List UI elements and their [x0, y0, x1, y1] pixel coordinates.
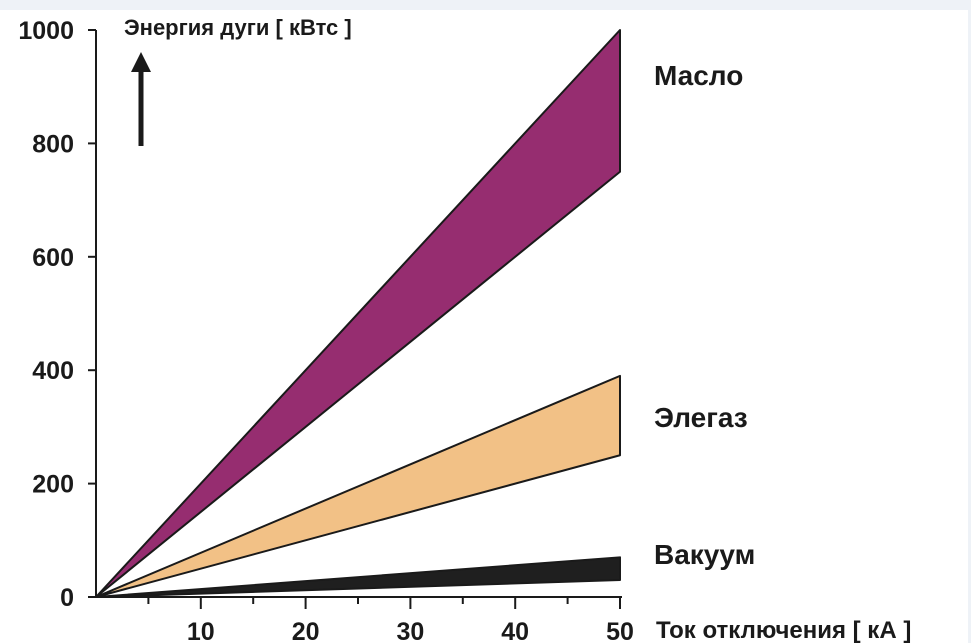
- right-border-strip: [968, 0, 971, 643]
- x-ticks-layer: 10 20 30 40 50: [147, 597, 634, 643]
- series-label-oil: Масло: [654, 60, 743, 91]
- series-label-vacuum: Вакуум: [654, 539, 755, 570]
- x-tick-label: 40: [501, 618, 529, 643]
- band-0: [95, 29, 621, 598]
- y-tick-label: 0: [60, 584, 74, 612]
- y-axis-arrow-icon: [131, 52, 151, 146]
- bands-layer: [95, 29, 621, 598]
- y-tick-label: 600: [32, 244, 74, 272]
- y-tick-label: 1000: [18, 17, 74, 45]
- x-tick-label: 30: [396, 618, 424, 643]
- x-tick-label: 20: [292, 618, 320, 643]
- x-tick-label: 50: [606, 618, 634, 643]
- x-tick-label: 10: [187, 618, 215, 643]
- band-2: [95, 556, 621, 598]
- y-tick-label: 200: [32, 471, 74, 499]
- y-axis-label: Энергия дуги [ кВтс ]: [124, 15, 352, 40]
- band-1: [95, 374, 621, 598]
- top-border-strip: [0, 0, 971, 10]
- series-label-sf6: Элегаз: [654, 402, 748, 433]
- x-axis-label: Ток отключения [ кА ]: [656, 617, 911, 643]
- y-ticks-layer: 0 200 400 600 800 1000: [18, 17, 96, 612]
- y-tick-label: 800: [32, 130, 74, 158]
- y-tick-label: 400: [32, 357, 74, 385]
